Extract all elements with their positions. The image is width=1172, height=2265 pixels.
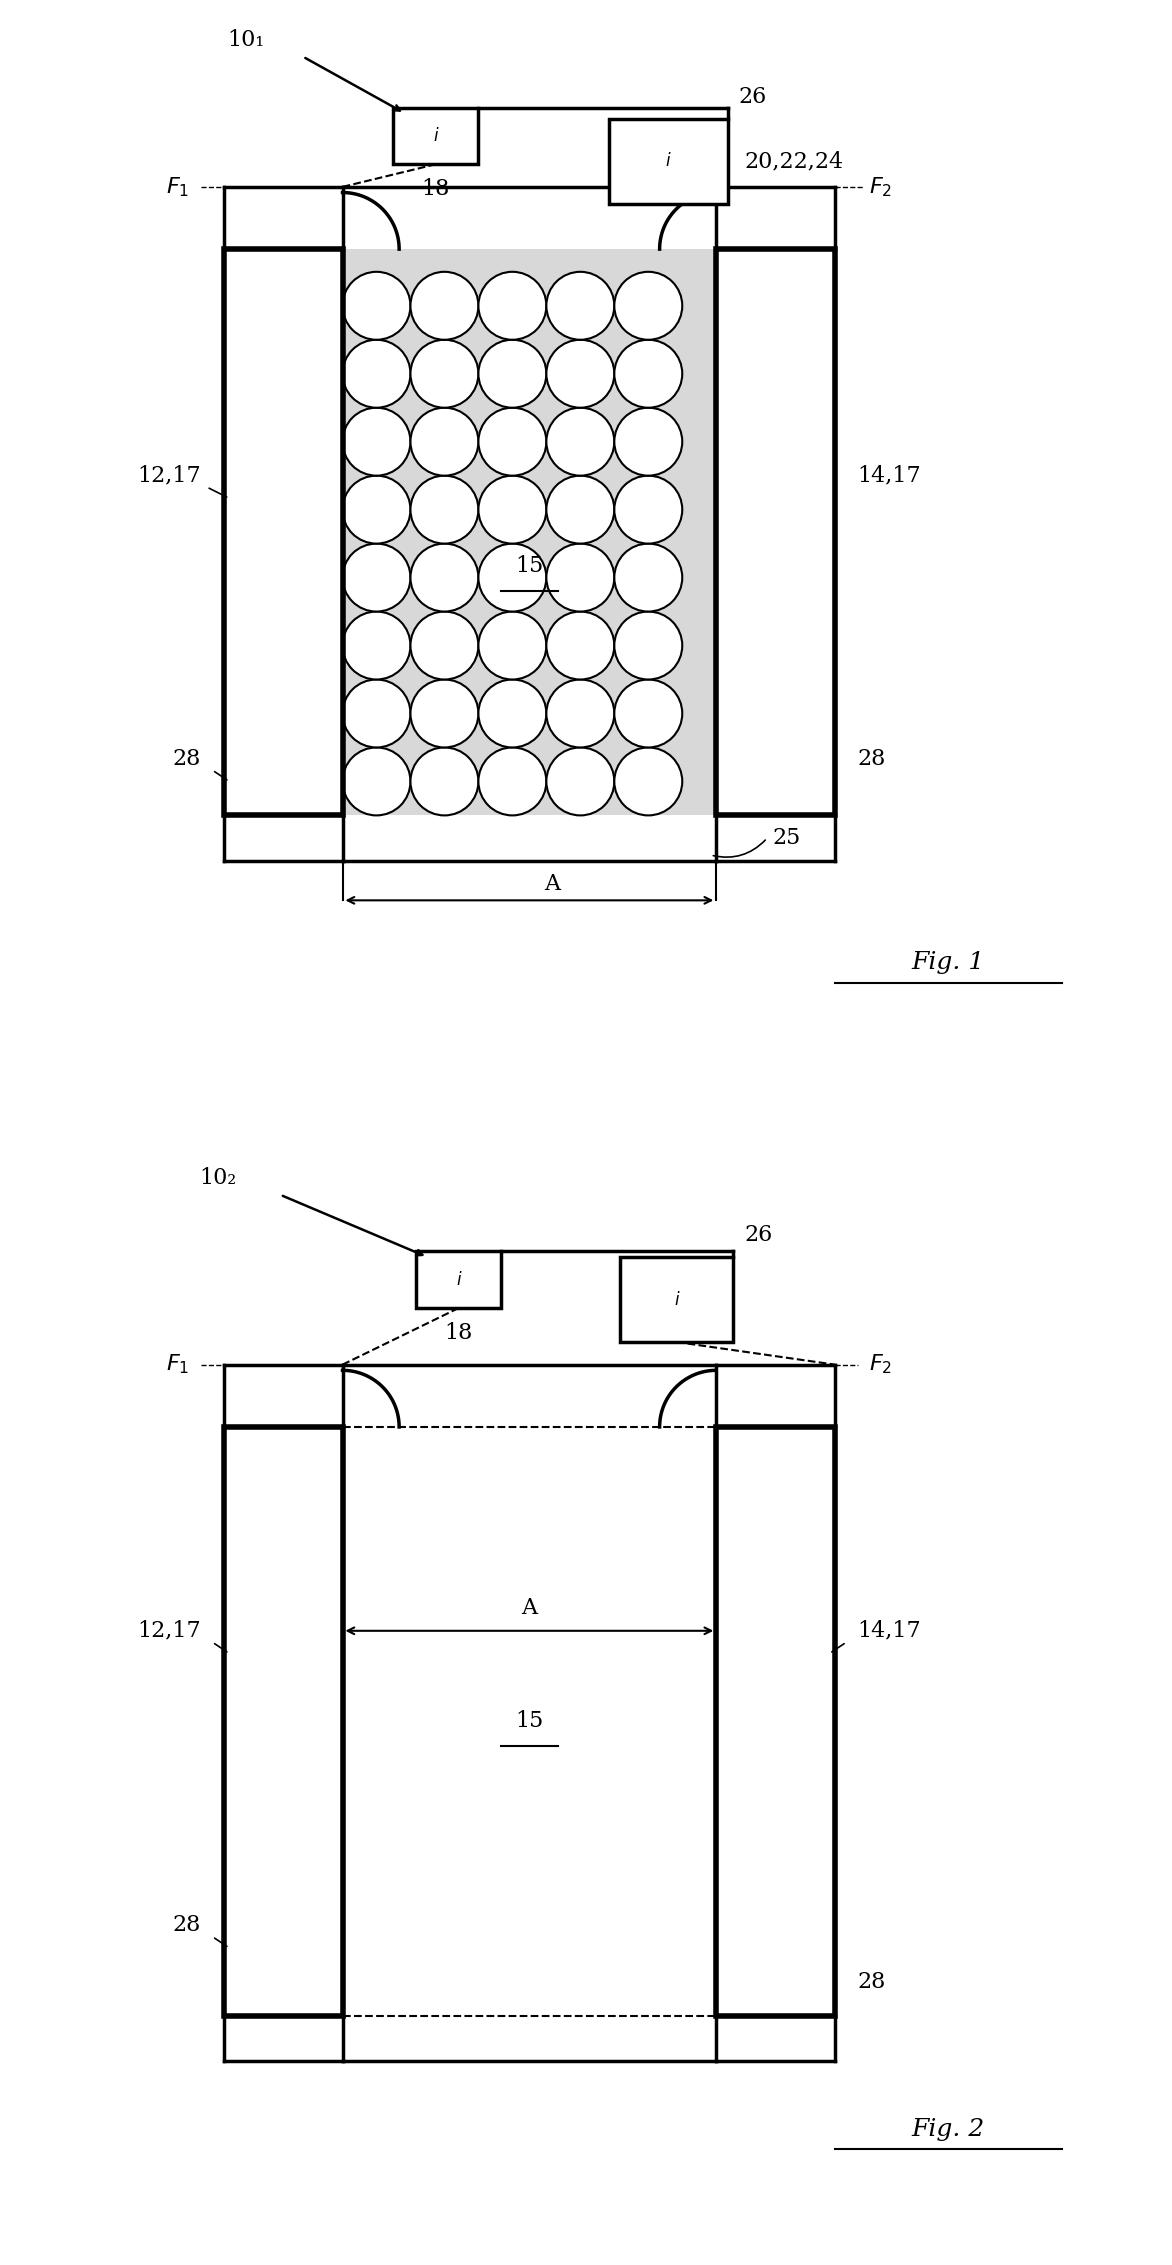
Bar xyxy=(608,120,728,204)
Circle shape xyxy=(410,747,478,815)
Circle shape xyxy=(614,544,682,612)
Text: i: i xyxy=(666,152,670,170)
Text: 26: 26 xyxy=(738,86,768,106)
Text: 12,17: 12,17 xyxy=(137,1619,200,1642)
Circle shape xyxy=(478,544,546,612)
Circle shape xyxy=(614,747,682,815)
Circle shape xyxy=(410,476,478,544)
Bar xyxy=(716,249,836,815)
Circle shape xyxy=(410,612,478,680)
Text: 26: 26 xyxy=(744,1223,772,1246)
Circle shape xyxy=(342,612,410,680)
Text: 14,17: 14,17 xyxy=(858,464,921,487)
Circle shape xyxy=(410,680,478,747)
Circle shape xyxy=(342,680,410,747)
Text: 28: 28 xyxy=(858,747,886,770)
Circle shape xyxy=(478,340,546,408)
Circle shape xyxy=(478,747,546,815)
Text: $F_1$: $F_1$ xyxy=(166,174,190,199)
Circle shape xyxy=(614,680,682,747)
Circle shape xyxy=(342,272,410,340)
Circle shape xyxy=(478,612,546,680)
Circle shape xyxy=(614,272,682,340)
Bar xyxy=(342,249,716,815)
Circle shape xyxy=(478,408,546,476)
Text: A: A xyxy=(522,1597,538,1619)
Text: 15: 15 xyxy=(516,1710,544,1733)
Circle shape xyxy=(410,544,478,612)
Text: Fig. 1: Fig. 1 xyxy=(912,951,984,974)
Circle shape xyxy=(546,544,614,612)
Text: 15: 15 xyxy=(516,555,544,578)
Circle shape xyxy=(546,408,614,476)
Bar xyxy=(394,106,478,163)
Text: 28: 28 xyxy=(858,1971,886,1993)
Circle shape xyxy=(546,747,614,815)
Circle shape xyxy=(342,544,410,612)
Text: $F_1$: $F_1$ xyxy=(166,1352,190,1377)
Circle shape xyxy=(478,680,546,747)
Circle shape xyxy=(546,272,614,340)
Text: 12,17: 12,17 xyxy=(137,464,200,487)
Circle shape xyxy=(614,408,682,476)
Circle shape xyxy=(410,272,478,340)
Text: $F_2$: $F_2$ xyxy=(870,174,892,199)
Circle shape xyxy=(614,340,682,408)
Text: i: i xyxy=(456,1271,461,1289)
Bar xyxy=(416,1250,502,1309)
Text: 18: 18 xyxy=(444,1320,472,1343)
Text: i: i xyxy=(434,127,438,145)
Circle shape xyxy=(410,408,478,476)
Circle shape xyxy=(410,340,478,408)
Circle shape xyxy=(614,476,682,544)
Text: 14,17: 14,17 xyxy=(858,1619,921,1642)
Text: i: i xyxy=(674,1291,679,1309)
Circle shape xyxy=(546,340,614,408)
Circle shape xyxy=(546,476,614,544)
Text: A: A xyxy=(544,872,560,895)
Circle shape xyxy=(546,680,614,747)
Circle shape xyxy=(342,340,410,408)
Bar xyxy=(224,1427,342,2016)
Text: 28: 28 xyxy=(172,1914,200,1937)
Circle shape xyxy=(614,612,682,680)
Circle shape xyxy=(342,408,410,476)
Text: 18: 18 xyxy=(422,177,450,199)
Circle shape xyxy=(478,476,546,544)
Bar xyxy=(716,1427,836,2016)
Text: 10₁: 10₁ xyxy=(227,29,265,50)
Text: 10₂: 10₂ xyxy=(199,1166,237,1189)
Bar xyxy=(620,1257,734,1341)
Bar xyxy=(224,249,342,815)
Text: $F_2$: $F_2$ xyxy=(870,1352,892,1377)
Circle shape xyxy=(342,747,410,815)
Text: Fig. 2: Fig. 2 xyxy=(912,2118,984,2140)
Text: 20,22,24: 20,22,24 xyxy=(744,149,844,172)
Circle shape xyxy=(546,612,614,680)
Circle shape xyxy=(342,476,410,544)
Text: 28: 28 xyxy=(172,747,200,770)
Circle shape xyxy=(478,272,546,340)
Text: 25: 25 xyxy=(772,827,802,849)
